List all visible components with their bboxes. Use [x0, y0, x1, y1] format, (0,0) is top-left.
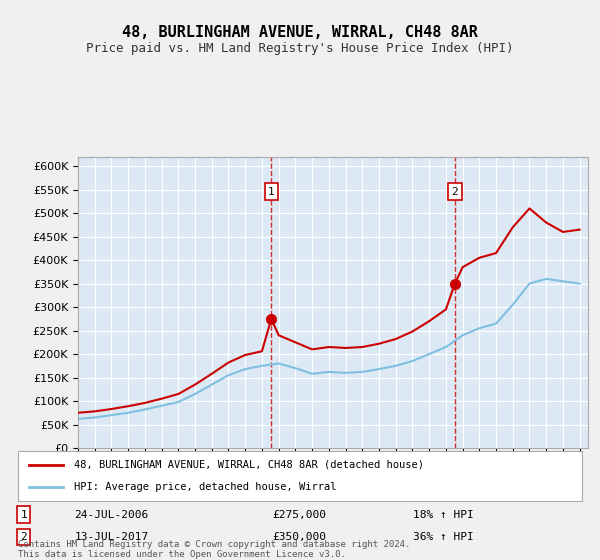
- Text: 18% ↑ HPI: 18% ↑ HPI: [413, 510, 473, 520]
- Text: Price paid vs. HM Land Registry's House Price Index (HPI): Price paid vs. HM Land Registry's House …: [86, 42, 514, 55]
- Text: 2: 2: [20, 532, 27, 542]
- Text: 48, BURLINGHAM AVENUE, WIRRAL, CH48 8AR (detached house): 48, BURLINGHAM AVENUE, WIRRAL, CH48 8AR …: [74, 460, 424, 470]
- Text: 48, BURLINGHAM AVENUE, WIRRAL, CH48 8AR: 48, BURLINGHAM AVENUE, WIRRAL, CH48 8AR: [122, 25, 478, 40]
- Text: 24-JUL-2006: 24-JUL-2006: [74, 510, 149, 520]
- Text: £350,000: £350,000: [272, 532, 326, 542]
- Text: 36% ↑ HPI: 36% ↑ HPI: [413, 532, 473, 542]
- Text: 1: 1: [268, 186, 275, 197]
- Text: Contains HM Land Registry data © Crown copyright and database right 2024.
This d: Contains HM Land Registry data © Crown c…: [18, 540, 410, 559]
- Text: 2: 2: [452, 186, 458, 197]
- Text: £275,000: £275,000: [272, 510, 326, 520]
- Text: HPI: Average price, detached house, Wirral: HPI: Average price, detached house, Wirr…: [74, 482, 337, 492]
- Text: 1: 1: [20, 510, 27, 520]
- Text: 13-JUL-2017: 13-JUL-2017: [74, 532, 149, 542]
